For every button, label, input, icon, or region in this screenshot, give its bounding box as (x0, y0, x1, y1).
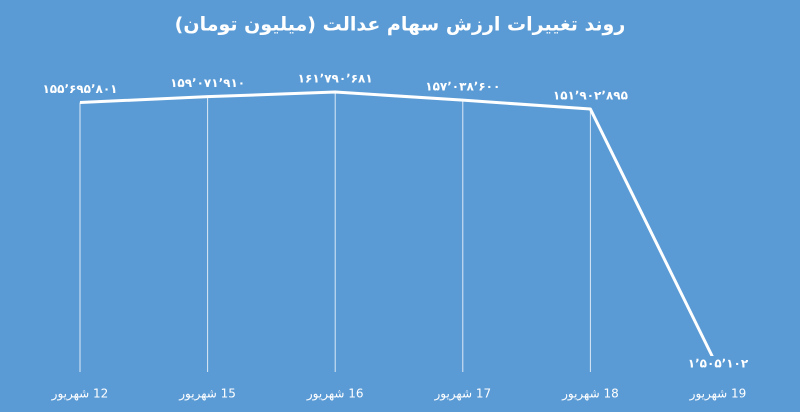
label-bg (42, 81, 118, 98)
data-line (79, 90, 720, 369)
label-bg (680, 356, 756, 372)
data-label: ۱۶۱٬۷۹۰٬۶۸۱ (298, 72, 373, 86)
label-bg (169, 75, 246, 92)
x-tick-label: 15 شهریور (178, 387, 236, 402)
data-label: ۱۵۵٬۶۹۵٬۸۰۱ (42, 82, 117, 96)
x-tick-label: 19 شهریور (689, 387, 747, 402)
data-label: ۱٬۵۰۵٬۱۰۲ (688, 357, 749, 371)
data-label: ۱۵۷٬۰۳۸٬۶۰۰ (425, 80, 500, 94)
x-tick-label: 18 شهریور (561, 387, 619, 402)
x-tick-label: 16 شهریور (306, 387, 364, 402)
x-tick-label: 12 شهریور (51, 387, 109, 402)
chart-title: روند تغییرات ارزش سهام عدالت (میلیون توم… (175, 14, 626, 36)
label-bg (424, 79, 501, 96)
x-tick-label: 17 شهریور (433, 387, 491, 402)
label-bg (552, 88, 629, 105)
data-label: ۱۵۹٬۰۷۱٬۹۱۰ (170, 76, 245, 90)
data-label: ۱۵۱٬۹۰۲٬۸۹۵ (553, 89, 628, 103)
label-bg (297, 71, 374, 87)
